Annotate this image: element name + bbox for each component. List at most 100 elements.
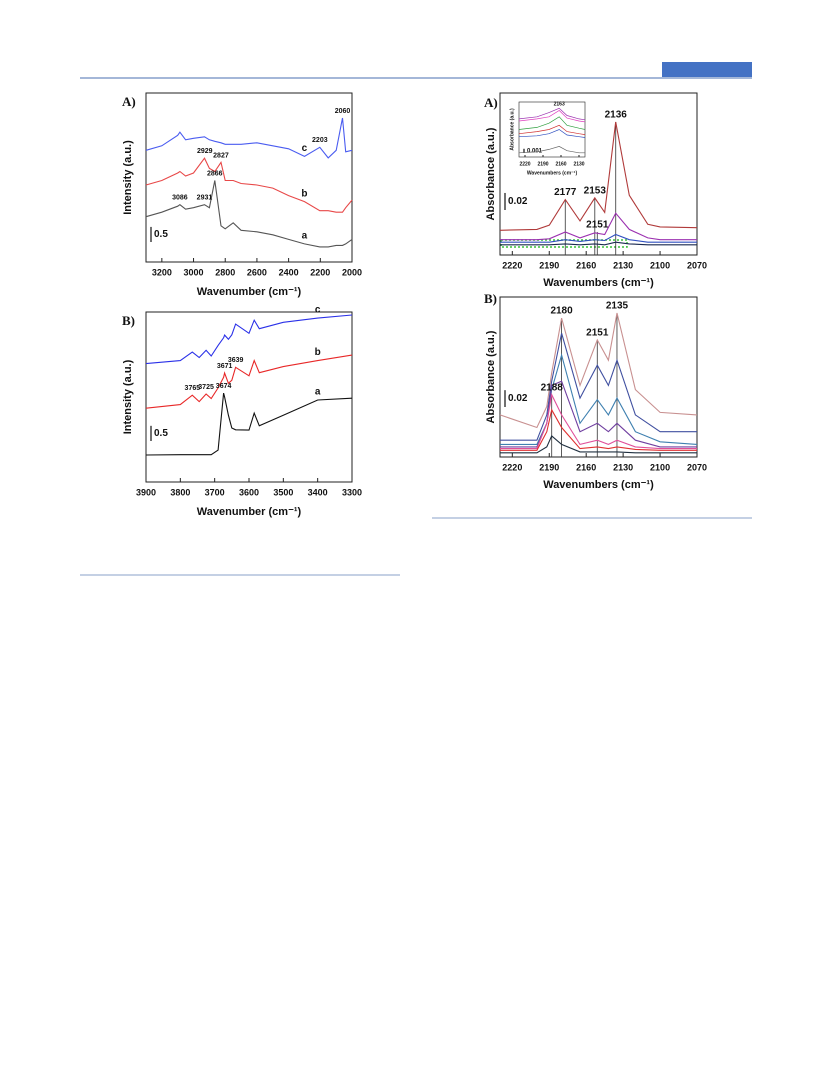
plot-frame xyxy=(145,92,353,263)
header-tab xyxy=(662,62,752,77)
peak-label: 2136 xyxy=(605,110,628,121)
x-tick-label: 3500 xyxy=(273,487,293,497)
x-tick-label: 3900 xyxy=(136,487,156,497)
x-axis-label: Wavenumbers (cm⁻¹) xyxy=(543,479,654,491)
peak-label: 3639 xyxy=(228,357,244,364)
spectrum-line xyxy=(500,241,697,246)
x-tick-label: 2200 xyxy=(310,267,330,277)
panel-label: A) xyxy=(122,94,136,109)
x-tick-label: 2070 xyxy=(687,462,707,472)
spectrum-line xyxy=(145,392,353,456)
x-tick-label: 2100 xyxy=(650,462,670,472)
x-tick-label: 3800 xyxy=(170,487,190,497)
x-tick-label: 3700 xyxy=(205,487,225,497)
panel-label: B) xyxy=(122,313,135,328)
spectrum-line xyxy=(145,157,353,213)
spectrum-line xyxy=(145,354,353,409)
spectrum-line xyxy=(500,408,697,451)
x-tick-label: 2190 xyxy=(539,462,559,472)
scale-bar-label: 0.5 xyxy=(154,428,168,439)
x-tick-label: 2220 xyxy=(502,462,522,472)
y-axis-label: Absorbance (a.u.) xyxy=(509,108,515,151)
series-label: c xyxy=(302,143,308,154)
series-label: a xyxy=(302,231,308,242)
x-tick-label: 2000 xyxy=(342,267,362,277)
spectrum-line xyxy=(499,121,698,231)
peak-label: 2203 xyxy=(312,137,328,144)
x-tick-label: 3300 xyxy=(342,487,362,497)
x-tick-label: 2160 xyxy=(576,462,596,472)
peak-label: 2931 xyxy=(197,195,213,202)
peak-label: 2060 xyxy=(335,108,351,115)
peak-label: 2151 xyxy=(586,220,609,231)
peak-label: 3765 xyxy=(185,385,201,392)
peak-label: 2866 xyxy=(207,170,223,177)
peak-label: 3725 xyxy=(198,384,214,391)
spectrum-line xyxy=(518,146,585,154)
spectrum-line xyxy=(499,312,698,429)
series-label: a xyxy=(315,387,321,398)
spectrum-line xyxy=(518,110,586,123)
spectrum-line xyxy=(500,212,697,241)
spectrum-line xyxy=(518,116,586,130)
x-tick-label: 2130 xyxy=(573,161,584,167)
spectrum-line xyxy=(500,233,697,243)
x-axis-label: Wavenumbers (cm⁻¹) xyxy=(543,277,654,289)
x-tick-label: 2600 xyxy=(247,267,267,277)
scale-bar-label: 0.02 xyxy=(508,393,528,404)
spectrum-line xyxy=(518,124,586,135)
spectrum-line xyxy=(145,117,353,159)
peak-label: 2151 xyxy=(586,328,609,339)
x-tick-label: 2130 xyxy=(613,260,633,270)
series-label: b xyxy=(315,347,321,358)
x-tick-label: 2190 xyxy=(539,260,559,270)
peak-label: 2135 xyxy=(606,301,629,312)
y-axis-label: Intensity (a.u.) xyxy=(122,359,134,434)
panel-label: A) xyxy=(484,95,498,110)
spectrum-line xyxy=(500,392,697,450)
x-tick-label: 2160 xyxy=(555,161,566,167)
peak-label: 3086 xyxy=(172,195,188,202)
peak-label: 2163 xyxy=(554,102,565,108)
x-tick-label: 3200 xyxy=(152,267,172,277)
peak-label: 2929 xyxy=(197,148,213,155)
spectrum-line xyxy=(518,129,586,138)
x-axis-label: Wavenumber (cm⁻¹) xyxy=(197,286,302,298)
peak-label: 2180 xyxy=(550,306,573,317)
x-tick-label: 2190 xyxy=(537,161,548,167)
spectrum-line xyxy=(500,435,697,454)
panel-label: B) xyxy=(484,291,497,306)
y-axis-label: Absorbance (a.u.) xyxy=(485,330,497,423)
spectrum-line xyxy=(145,314,353,365)
plot-frame xyxy=(499,296,698,458)
scale-bar-label: 0.001 xyxy=(527,148,543,154)
x-tick-label: 2220 xyxy=(519,161,530,167)
x-tick-label: 2130 xyxy=(613,462,633,472)
spectrum-line xyxy=(500,333,697,441)
x-tick-label: 3400 xyxy=(308,487,328,497)
x-tick-label: 2160 xyxy=(576,260,596,270)
plot-frame xyxy=(499,92,698,256)
spectrum-line xyxy=(145,180,353,248)
peak-label: 2827 xyxy=(213,152,229,159)
x-axis-label: Wavenumbers (cm⁻¹) xyxy=(527,170,578,176)
x-tick-label: 2100 xyxy=(650,260,670,270)
x-tick-label: 2800 xyxy=(215,267,235,277)
peak-label: 3674 xyxy=(216,383,232,390)
x-tick-label: 2220 xyxy=(502,260,522,270)
series-label: c xyxy=(315,305,321,316)
peak-label: 3671 xyxy=(217,363,233,370)
scale-bar-label: 0.02 xyxy=(508,196,528,207)
x-tick-label: 2400 xyxy=(279,267,299,277)
scale-bar-label: 0.5 xyxy=(154,229,168,240)
peak-label: 2188 xyxy=(541,382,564,393)
y-axis-label: Intensity (a.u.) xyxy=(122,140,134,215)
x-tick-label: 3600 xyxy=(239,487,259,497)
x-tick-label: 2070 xyxy=(687,260,707,270)
peak-label: 2153 xyxy=(584,186,607,197)
peak-label: 2177 xyxy=(554,187,577,198)
spectrum-line xyxy=(518,107,586,121)
y-axis-label: Absorbance (a.u.) xyxy=(485,127,497,220)
